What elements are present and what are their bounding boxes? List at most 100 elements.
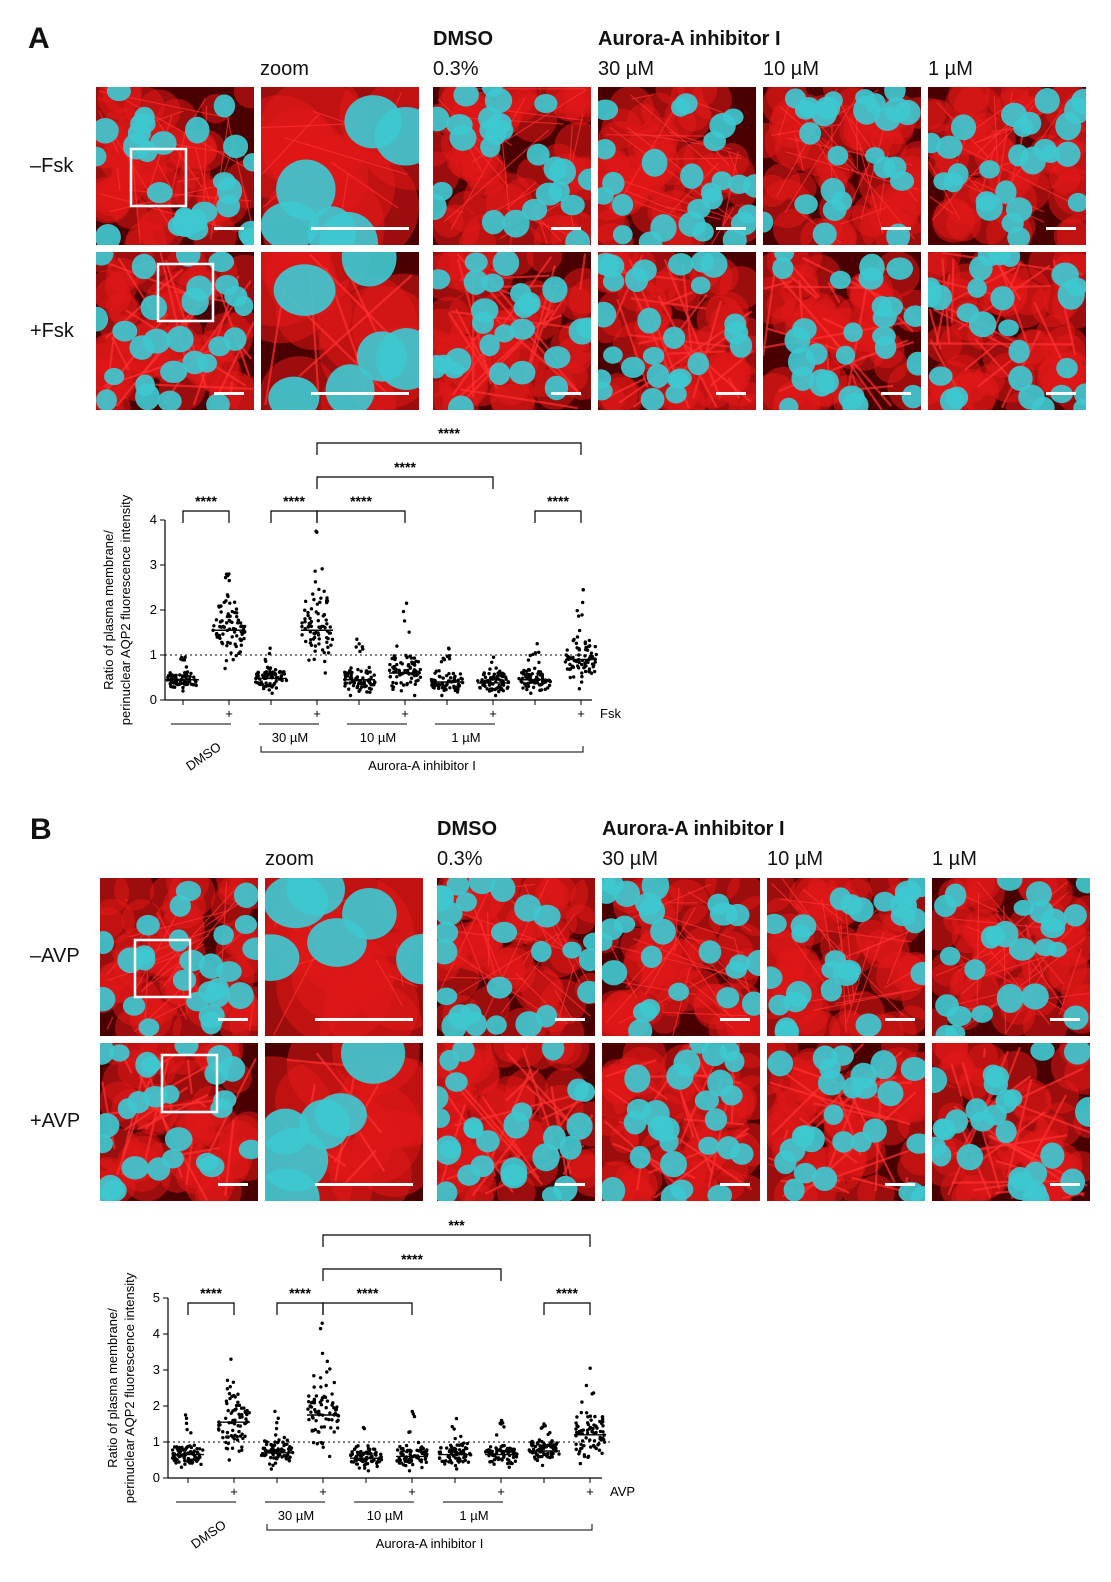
data-point [575,646,579,650]
data-point [330,1418,334,1422]
cell-image [928,87,1086,245]
data-point [586,1422,591,1427]
data-point [436,686,441,691]
data-point [277,1438,281,1442]
data-point [392,654,396,658]
data-point [356,681,361,686]
data-point [269,1443,274,1447]
data-point [268,670,272,674]
cell-image [767,878,925,1036]
data-point [318,600,322,604]
data-point [227,1458,231,1462]
data-point [580,671,584,675]
data-point [419,1447,423,1452]
micrograph [96,87,254,245]
series-points [300,529,335,675]
cell-image [96,87,254,245]
data-point [409,676,414,680]
data-point [533,651,538,655]
data-point [418,667,423,672]
data-point [317,625,321,629]
data-point [563,660,568,664]
data-point [172,685,177,689]
data-point [368,690,372,694]
data-point [184,672,189,676]
data-point [441,684,445,688]
data-point [274,679,278,683]
data-point [540,674,545,678]
significance-label: **** [289,1285,311,1301]
data-point [320,1321,324,1325]
conc-header-10: 10 µM [767,848,823,870]
data-point [404,653,408,658]
data-point [490,1449,495,1454]
data-point [455,1450,459,1455]
significance-bracket [543,1302,591,1315]
data-point [406,1459,410,1464]
series-points [165,655,198,693]
data-point [235,1438,240,1442]
y-axis-label: perinuclear AQP2 fluorescence intensity [122,1272,137,1503]
cell-image [598,87,756,245]
data-point [437,669,441,673]
data-point [273,1440,277,1444]
data-point [230,620,234,625]
data-point [243,1409,248,1414]
data-point [229,1433,234,1438]
cell-image [437,1043,595,1201]
stim-plus-label: + [577,706,585,721]
stim-plus-label: + [319,1484,327,1499]
data-point [568,675,572,680]
data-point [189,671,193,676]
data-point [455,1443,459,1447]
data-point [181,689,185,693]
data-point [329,1426,333,1430]
data-point [588,1438,592,1442]
data-point [312,1385,316,1389]
data-point [326,636,330,641]
data-point [317,587,321,592]
data-point [581,588,585,592]
data-point [332,1430,336,1434]
data-point [231,657,235,662]
data-point [492,687,497,692]
micrograph [100,878,258,1036]
inhibitor-header: Aurora-A inhibitor I [598,28,781,50]
data-point [533,666,537,671]
data-point [169,681,173,685]
dmso-conc-header: 0.3% [437,848,483,870]
data-point [357,642,361,646]
data-point [264,1453,268,1457]
cell-image [767,1043,925,1201]
data-point [579,680,584,684]
data-point [526,684,531,689]
series-points [429,646,465,698]
data-point [222,600,226,605]
data-point [229,1357,233,1361]
data-point [351,680,355,684]
data-point [444,1446,449,1450]
data-point [450,1424,454,1429]
data-point [195,1446,199,1451]
data-point [536,672,540,676]
data-point [221,1435,225,1440]
data-point [397,1457,401,1461]
data-point [231,1380,236,1384]
data-point [507,1465,511,1469]
data-point [244,1417,248,1421]
cell-image [261,87,419,245]
data-point [268,683,273,688]
data-point [375,1464,379,1469]
significance-label: *** [448,1217,465,1233]
micrograph [437,878,595,1036]
data-point [226,640,230,645]
data-point [180,1447,185,1451]
significance-label: **** [200,1285,222,1301]
data-point [588,1414,593,1418]
data-point [266,684,270,688]
data-point [274,1433,278,1437]
data-point [327,1417,331,1422]
data-point [546,1451,550,1456]
data-point [433,682,437,686]
data-point [575,635,580,639]
